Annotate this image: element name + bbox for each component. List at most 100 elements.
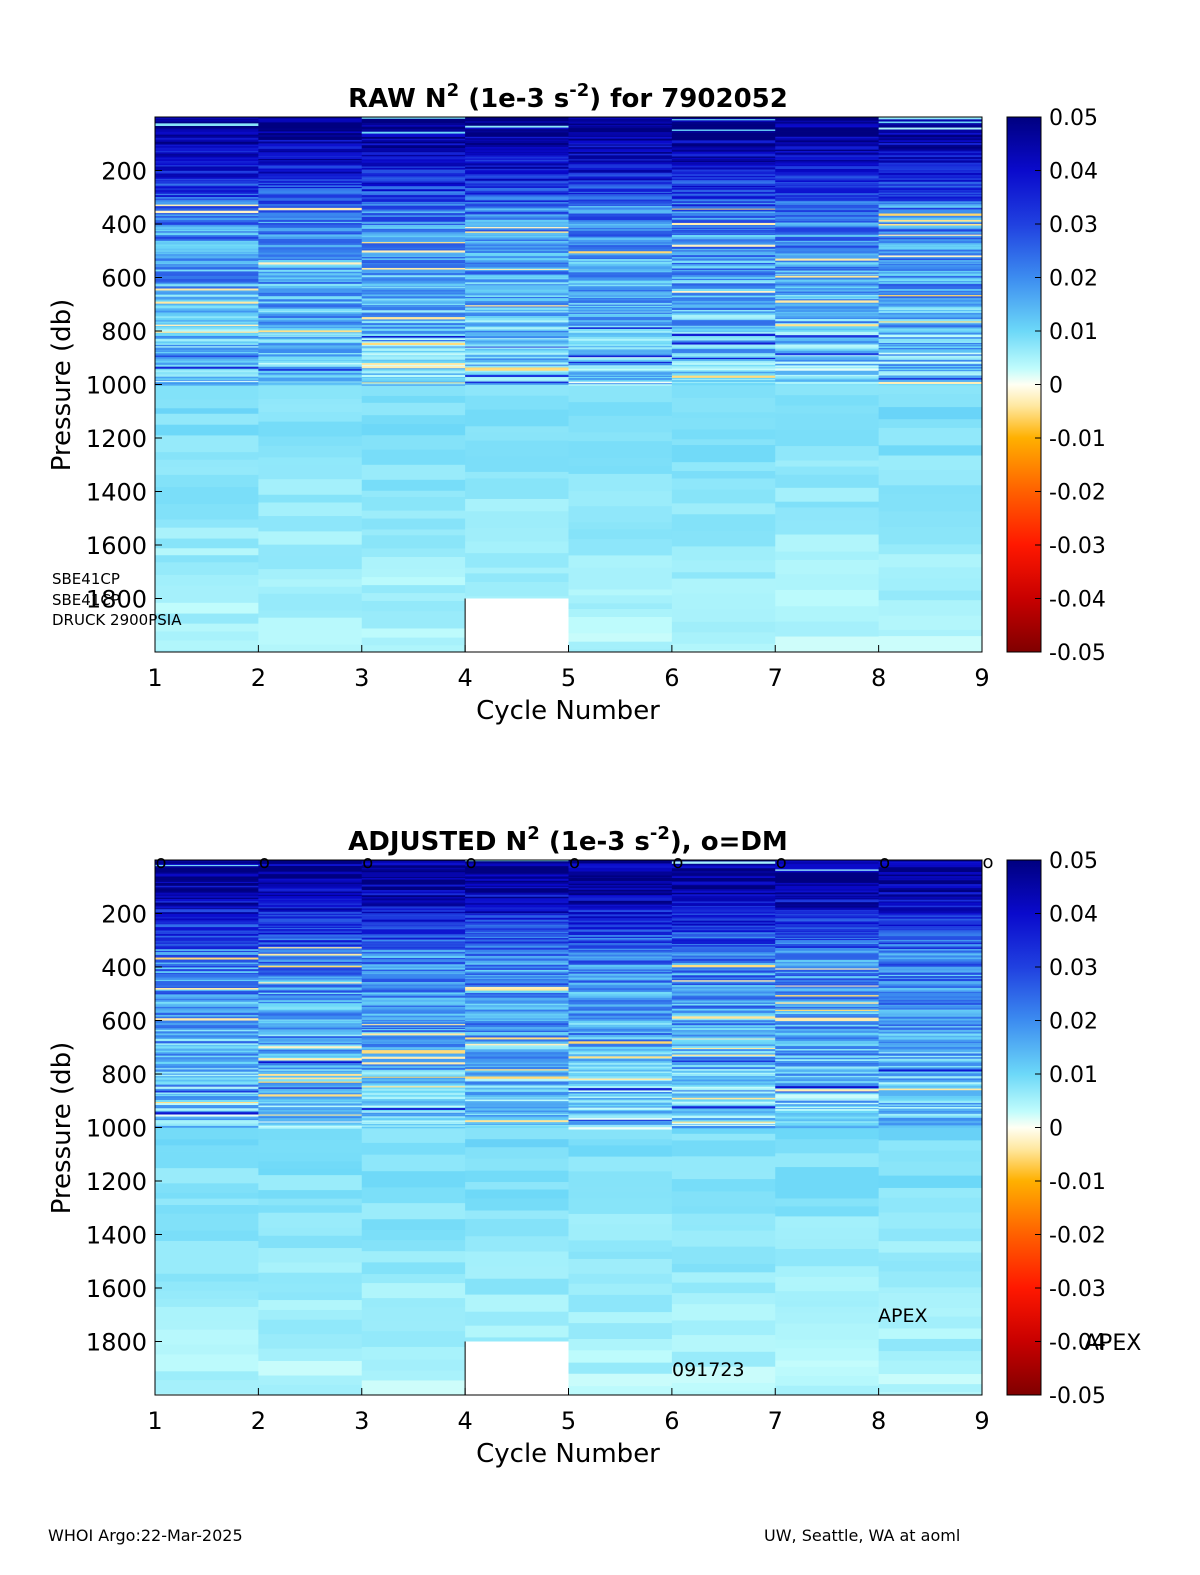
heatmap-cell (361, 1120, 466, 1123)
heatmap-cell (258, 998, 363, 1001)
heatmap-cell (568, 529, 673, 540)
heatmap-cell (155, 987, 259, 989)
heatmap-cell (258, 1198, 363, 1206)
heatmap-cell (465, 117, 569, 120)
heatmap-cell (361, 1029, 466, 1031)
heatmap-cell (568, 314, 673, 317)
heatmap-cell (671, 980, 776, 983)
heatmap-cell (568, 1109, 673, 1112)
heatmap-cell (361, 305, 466, 307)
heatmap-cell (155, 1082, 259, 1085)
heatmap-cell (465, 971, 569, 974)
colorbar-tick-label: -0.02 (1049, 481, 1106, 506)
heatmap-cell (258, 1057, 363, 1059)
heatmap-cell (361, 1105, 466, 1108)
heatmap-cell (671, 1021, 776, 1024)
heatmap-cell (465, 206, 569, 209)
heatmap-cell (155, 304, 259, 307)
cycle-column (878, 860, 983, 1396)
heatmap-cell (878, 264, 983, 268)
heatmap-cell (361, 166, 466, 169)
heatmap-cell (878, 253, 983, 256)
heatmap-cell (258, 381, 363, 383)
heatmap-cell (258, 238, 363, 242)
heatmap-cell (465, 1002, 569, 1005)
heatmap-cell (775, 921, 880, 923)
heatmap-cell (361, 870, 466, 873)
heatmap-cell (775, 162, 880, 164)
heatmap-cell (568, 402, 673, 417)
heatmap-cell (465, 244, 569, 247)
heatmap-cell (671, 1351, 776, 1368)
heatmap-cell (258, 120, 363, 123)
heatmap-cell (465, 265, 569, 268)
heatmap-cell (361, 308, 466, 311)
heatmap-cell (568, 1041, 673, 1045)
heatmap-cell (155, 149, 259, 152)
heatmap-cell (155, 163, 259, 166)
heatmap-cell (155, 210, 259, 214)
heatmap-cell (155, 408, 259, 415)
heatmap-cell (671, 287, 776, 290)
heatmap-cell (465, 268, 569, 271)
heatmap-cell (568, 297, 673, 300)
heatmap-cell (155, 975, 259, 978)
heatmap-cell (775, 187, 880, 189)
heatmap-cell (568, 1022, 673, 1026)
heatmap-cell (258, 188, 363, 190)
heatmap-cell (155, 141, 259, 145)
heatmap-cell (155, 1010, 259, 1014)
heatmap-cell (361, 881, 466, 884)
heatmap-cell (465, 1115, 569, 1117)
heatmap-cell (465, 211, 569, 214)
heatmap-cell (878, 1351, 983, 1361)
heatmap-cell (671, 1133, 776, 1141)
heatmap-cell (465, 936, 569, 939)
heatmap-cell (568, 1273, 673, 1285)
y-axis-label: Pressure (db) (47, 299, 77, 472)
y-tick-label: 400 (101, 954, 147, 982)
heatmap-cell (878, 251, 983, 254)
heatmap-cell (155, 548, 259, 556)
heatmap-cell (258, 965, 363, 968)
heatmap-cell (258, 1205, 363, 1214)
heatmap-cell (258, 902, 363, 904)
heatmap-cell (878, 567, 983, 579)
heatmap-cell (258, 146, 363, 148)
y-tick-label: 1000 (86, 1115, 147, 1143)
heatmap-cell (361, 887, 466, 891)
heatmap-cell (258, 251, 363, 254)
heatmap-cell (361, 945, 466, 948)
heatmap-cell (671, 297, 776, 300)
heatmap-cell (775, 869, 880, 872)
heatmap-cell (258, 1041, 363, 1044)
heatmap-cell (155, 1240, 259, 1257)
heatmap-cell (775, 146, 880, 149)
heatmap-cell (465, 894, 569, 898)
heatmap-cell (155, 1198, 259, 1206)
heatmap-cell (465, 975, 569, 979)
heatmap-cell (258, 915, 363, 917)
heatmap-cell (878, 1112, 983, 1115)
heatmap-cell (465, 1043, 569, 1046)
heatmap-cell (258, 1048, 363, 1050)
heatmap-cell (671, 1025, 776, 1028)
heatmap-cell (568, 143, 673, 146)
heatmap-cell (878, 872, 983, 875)
heatmap-cell (568, 270, 673, 273)
heatmap-cell (361, 924, 466, 927)
heatmap-cell (568, 581, 673, 590)
heatmap-cell (568, 335, 673, 338)
heatmap-cell (878, 339, 983, 342)
heatmap-cell (465, 899, 569, 902)
heatmap-cell (878, 263, 983, 266)
heatmap-cell (671, 1074, 776, 1077)
heatmap-cell (878, 301, 983, 305)
heatmap-cell (878, 156, 983, 160)
heatmap-cell (568, 299, 673, 302)
heatmap-cell (568, 117, 673, 120)
heatmap-cell (361, 1113, 466, 1116)
heatmap-cell (465, 904, 569, 907)
heatmap-cell (258, 929, 363, 932)
chart-title: ADJUSTED N2 (1e-3 s-2), o=DM (348, 823, 788, 857)
